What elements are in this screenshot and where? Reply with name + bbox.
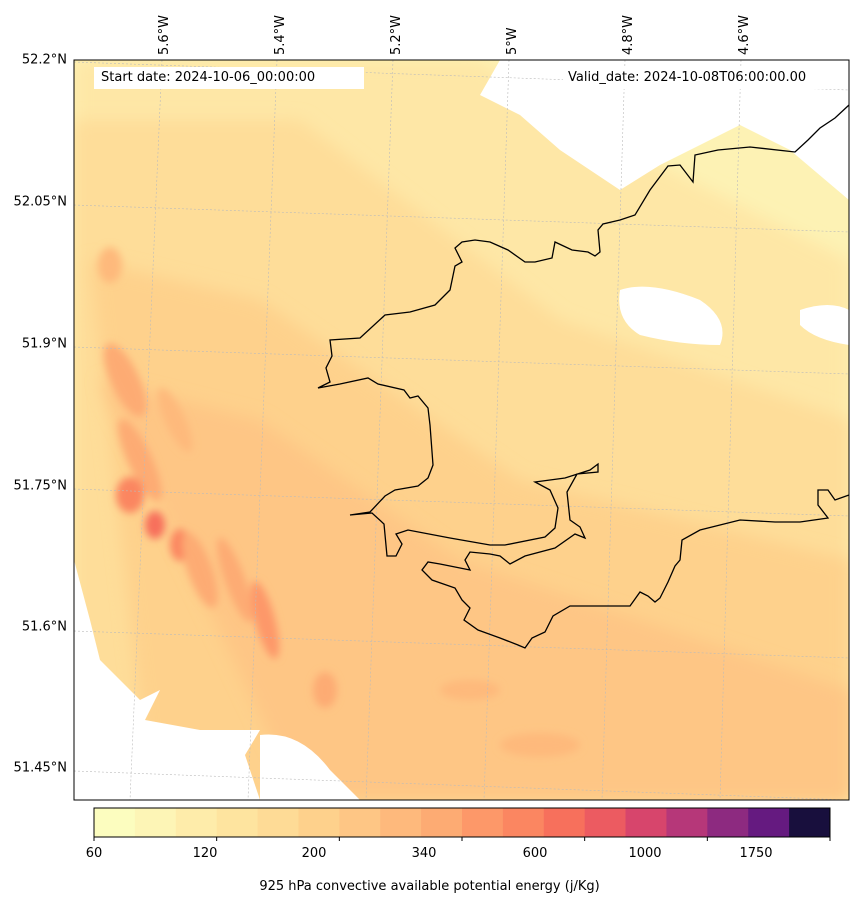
- colorbar-tick: 120: [192, 846, 218, 861]
- lat-label-51-9: 51.9°N: [21, 336, 67, 352]
- colorbar-tick: 600: [522, 846, 548, 861]
- cape-field: [74, 60, 849, 800]
- colorbar-tick: 1750: [739, 846, 773, 861]
- colorbar-segment: [789, 808, 831, 837]
- colorbar-segment: [748, 808, 790, 837]
- lon-label-4-6: 4.6°W: [737, 14, 752, 55]
- colorbar-tick: 200: [301, 846, 327, 861]
- lon-label-4-8: 4.8°W: [621, 14, 636, 55]
- lon-label-5-0: 5°W: [505, 27, 520, 55]
- colorbar-segment: [298, 808, 340, 837]
- colorbar: [93, 807, 831, 841]
- lon-label-5-6: 5.6°W: [157, 14, 172, 55]
- colorbar-segment: [257, 808, 299, 837]
- colorbar-tick: 60: [85, 846, 103, 861]
- colorbar-segment: [584, 808, 627, 837]
- colorbar-segment: [216, 808, 259, 837]
- colorbar-segment: [380, 808, 422, 837]
- map-frame: [73, 59, 850, 801]
- coastline: [317, 104, 850, 649]
- lon-label-5-2: 5.2°W: [389, 14, 404, 55]
- colorbar-segment: [462, 808, 504, 837]
- lat-label-52-2: 52.2°N: [21, 52, 67, 68]
- colorbar-segment: [421, 808, 463, 837]
- lat-label-51-6: 51.6°N: [21, 619, 67, 635]
- colorbar-segment: [94, 808, 136, 837]
- start-date-box: [94, 67, 364, 89]
- lon-label-5-4: 5.4°W: [273, 14, 288, 55]
- colorbar-segment: [707, 808, 749, 837]
- lat-label-52-05: 52.05°N: [13, 194, 67, 210]
- colorbar-segment: [666, 808, 708, 837]
- colorbar-tick: 340: [411, 846, 437, 861]
- colorbar-title: 925 hPa convective available potential e…: [259, 879, 600, 894]
- valid-date-box: [563, 67, 833, 89]
- colorbar-segment: [543, 808, 586, 837]
- lat-label-51-45: 51.45°N: [13, 760, 67, 776]
- lat-label-51-75: 51.75°N: [13, 478, 67, 494]
- colorbar-tick: 1000: [628, 846, 662, 861]
- start-date-label: Start date: 2024-10-06_00:00:00: [101, 70, 316, 85]
- colorbar-segment: [625, 808, 667, 837]
- colorbar-segment: [134, 808, 177, 837]
- colorbar-segment: [175, 808, 218, 837]
- colorbar-segment: [502, 808, 545, 837]
- graticule: [73, 59, 850, 801]
- valid-date-label: Valid_date: 2024-10-08T06:00:00.00: [568, 70, 807, 85]
- land-areas: [74, 60, 849, 800]
- colorbar-segment: [339, 808, 381, 837]
